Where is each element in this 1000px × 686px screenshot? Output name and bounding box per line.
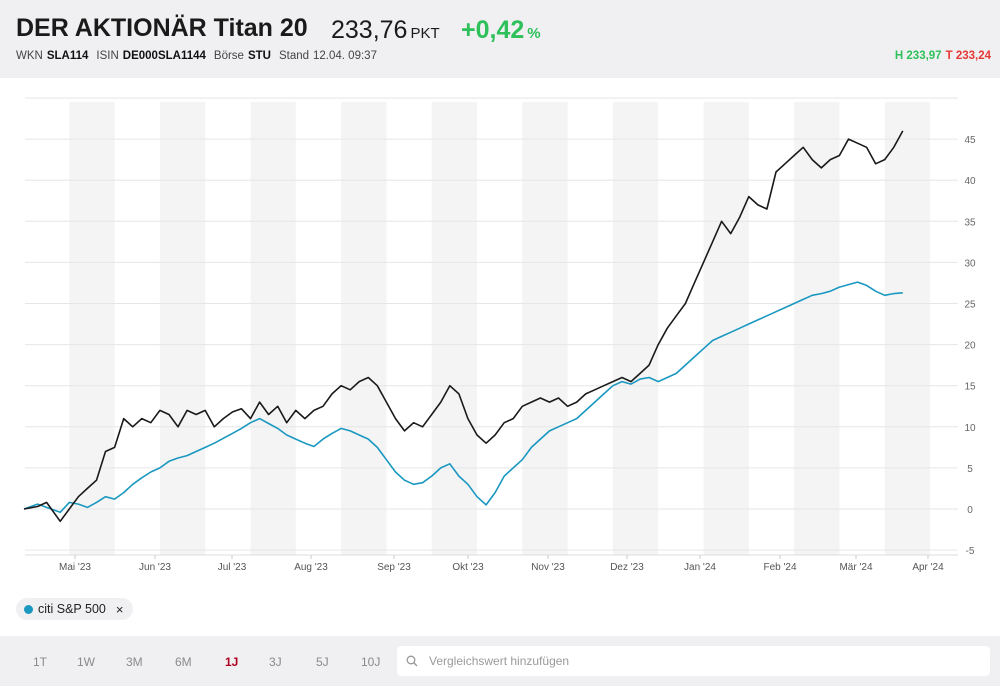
x-tick-label: Mär '24 [839, 562, 872, 573]
y-tick-label: -5 [966, 546, 975, 557]
x-tick-label: Feb '24 [763, 562, 796, 573]
x-tick-label: Apr '24 [912, 562, 944, 573]
quote-header: DER AKTIONÄR Titan 20 233,76 PKT +0,42% W… [0, 0, 1000, 78]
month-band [522, 102, 568, 555]
remove-compare-icon[interactable]: × [115, 601, 124, 617]
y-tick-label: 25 [964, 300, 976, 311]
y-tick-label: 45 [964, 135, 976, 146]
x-tick-label: Jan '24 [684, 562, 716, 573]
y-tick-label: 5 [967, 464, 973, 475]
x-tick-label: Mai '23 [59, 562, 91, 573]
x-tick-label: Jun '23 [139, 562, 171, 573]
month-band [612, 102, 659, 555]
month-band [341, 102, 387, 555]
boerse-label: Börse [213, 50, 244, 62]
y-tick-label: 40 [964, 176, 976, 187]
range-1w[interactable]: 1W [77, 655, 95, 669]
x-tick-label: Sep '23 [377, 562, 411, 573]
compare-legend-chip[interactable]: citi S&P 500 × [16, 598, 134, 620]
y-tick-label: 15 [964, 382, 976, 393]
stand-value: 12.04. 09:37 [313, 50, 377, 62]
change-unit: % [527, 25, 541, 42]
price-value: 233,76 [331, 16, 408, 44]
x-tick-label: Jul '23 [218, 562, 247, 573]
y-tick-label: 20 [964, 341, 976, 352]
range-3j[interactable]: 3J [269, 655, 282, 669]
price-unit: PKT [410, 25, 440, 42]
range-5j[interactable]: 5J [316, 655, 329, 669]
instrument-title: DER AKTIONÄR Titan 20 [16, 14, 308, 42]
wkn-value: SLA114 [46, 50, 89, 62]
compare-search-input[interactable] [427, 653, 951, 669]
series-color-dot [24, 604, 33, 614]
x-tick-label: Aug '23 [294, 562, 328, 573]
wkn-label: WKN [16, 50, 43, 62]
x-tick-label: Nov '23 [531, 562, 565, 573]
compare-search[interactable] [397, 646, 990, 676]
month-band [69, 102, 115, 555]
y-tick-label: 35 [964, 217, 976, 228]
boerse-value: STU [247, 50, 271, 62]
month-band [250, 102, 296, 555]
range-10j[interactable]: 10J [361, 655, 381, 669]
month-band [884, 102, 930, 555]
month-band [159, 102, 206, 555]
isin-value: DE000SLA1144 [122, 50, 206, 62]
range-3m[interactable]: 3M [126, 655, 143, 669]
month-band [431, 102, 477, 555]
day-low: T 233,24 [945, 50, 991, 62]
price-display: 233,76 PKT [331, 16, 440, 45]
instrument-meta: WKN SLA114 ISIN DE000SLA1144 Börse STU Stand 12… [16, 50, 377, 62]
chart-controls: 1T 1W 3M 6M 1J 3J 5J 10J [0, 636, 1000, 686]
x-tick-label: Dez '23 [610, 562, 644, 573]
range-1j[interactable]: 1J [225, 655, 239, 669]
y-tick-label: 0 [967, 505, 973, 516]
search-icon [406, 655, 418, 667]
performance-chart[interactable]: 45 40 35 30 25 20 15 10 5 0 -5 Mai '23 Jun '23 Jul '2… [0, 78, 1000, 588]
y-tick-label: 10 [964, 423, 976, 434]
range-1t[interactable]: 1T [33, 655, 48, 669]
stand-label: Stand [278, 50, 310, 62]
day-high: H 233,97 [894, 50, 942, 62]
y-tick-label: 30 [964, 258, 976, 269]
month-band [703, 102, 749, 555]
high-low: H 233,97 T 233,24 [895, 50, 991, 62]
compare-series-line [23, 281, 903, 514]
isin-label: ISIN [96, 50, 119, 62]
change-value: +0,42 [461, 16, 525, 44]
change-display: +0,42% [461, 16, 541, 45]
main-series-line [23, 130, 904, 523]
x-tick-label: Okt '23 [452, 562, 484, 573]
range-6m[interactable]: 6M [175, 655, 192, 669]
month-band [794, 102, 840, 555]
compare-legend-label: citi S&P 500 [38, 602, 106, 616]
